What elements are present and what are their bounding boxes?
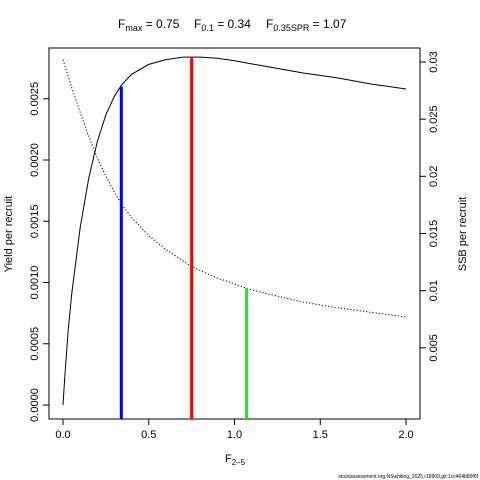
y-axis-left: 0.0000 0.0005 0.0010 0.0015 0.0020 0.0025 <box>29 82 49 422</box>
y-axis-left-label: Yield per recruit <box>3 196 15 273</box>
x-axis: 0.0 0.5 1.0 1.5 2.0 <box>55 419 414 441</box>
y-left-tick-label: 0.0015 <box>29 204 41 238</box>
y-left-tick-label: 0.0000 <box>29 388 41 422</box>
y-right-tick-label: 0.03 <box>428 51 440 72</box>
y-right-tick-label: 0.025 <box>428 105 440 133</box>
y-right-tick-label: 0.005 <box>428 334 440 362</box>
reference-lines <box>119 57 249 419</box>
x-tick-label: 1.0 <box>227 429 242 441</box>
x-tick-label: 1.5 <box>313 429 328 441</box>
series-group <box>62 56 407 406</box>
footnote: stockassessment.org,NSwhiting_2025,r1890… <box>338 474 478 480</box>
x-axis-label: F2–5 <box>225 453 246 467</box>
x-tick-label: 2.0 <box>398 429 413 441</box>
title-fmax: Fmax = 0.75 <box>118 17 180 33</box>
title-f01: F0.1 = 0.34 <box>194 17 251 33</box>
y-left-tick-label: 0.0005 <box>29 327 41 361</box>
x-tick-label: 0.0 <box>55 429 70 441</box>
y-right-tick-label: 0.015 <box>428 220 440 248</box>
y-axis-right-label: SSB per recruit <box>457 197 469 272</box>
y-left-tick-label: 0.0010 <box>29 266 41 300</box>
y-left-tick-label: 0.0020 <box>29 143 41 177</box>
plot-frame <box>48 47 421 420</box>
y-left-tick-label: 0.0025 <box>29 82 41 116</box>
yield-per-recruit-line <box>62 56 407 406</box>
chart-title: Fmax = 0.75 F0.1 = 0.34 F0.35SPR = 1.07 <box>118 17 347 33</box>
y-right-tick-label: 0.02 <box>428 166 440 187</box>
y-axis-right: 0.005 0.01 0.015 0.02 0.025 0.03 <box>420 51 440 362</box>
x-tick-label: 0.5 <box>141 429 156 441</box>
title-fspr: F0.35SPR = 1.07 <box>266 17 347 33</box>
ssb-per-recruit-line <box>62 59 407 318</box>
y-right-tick-label: 0.01 <box>428 280 440 301</box>
